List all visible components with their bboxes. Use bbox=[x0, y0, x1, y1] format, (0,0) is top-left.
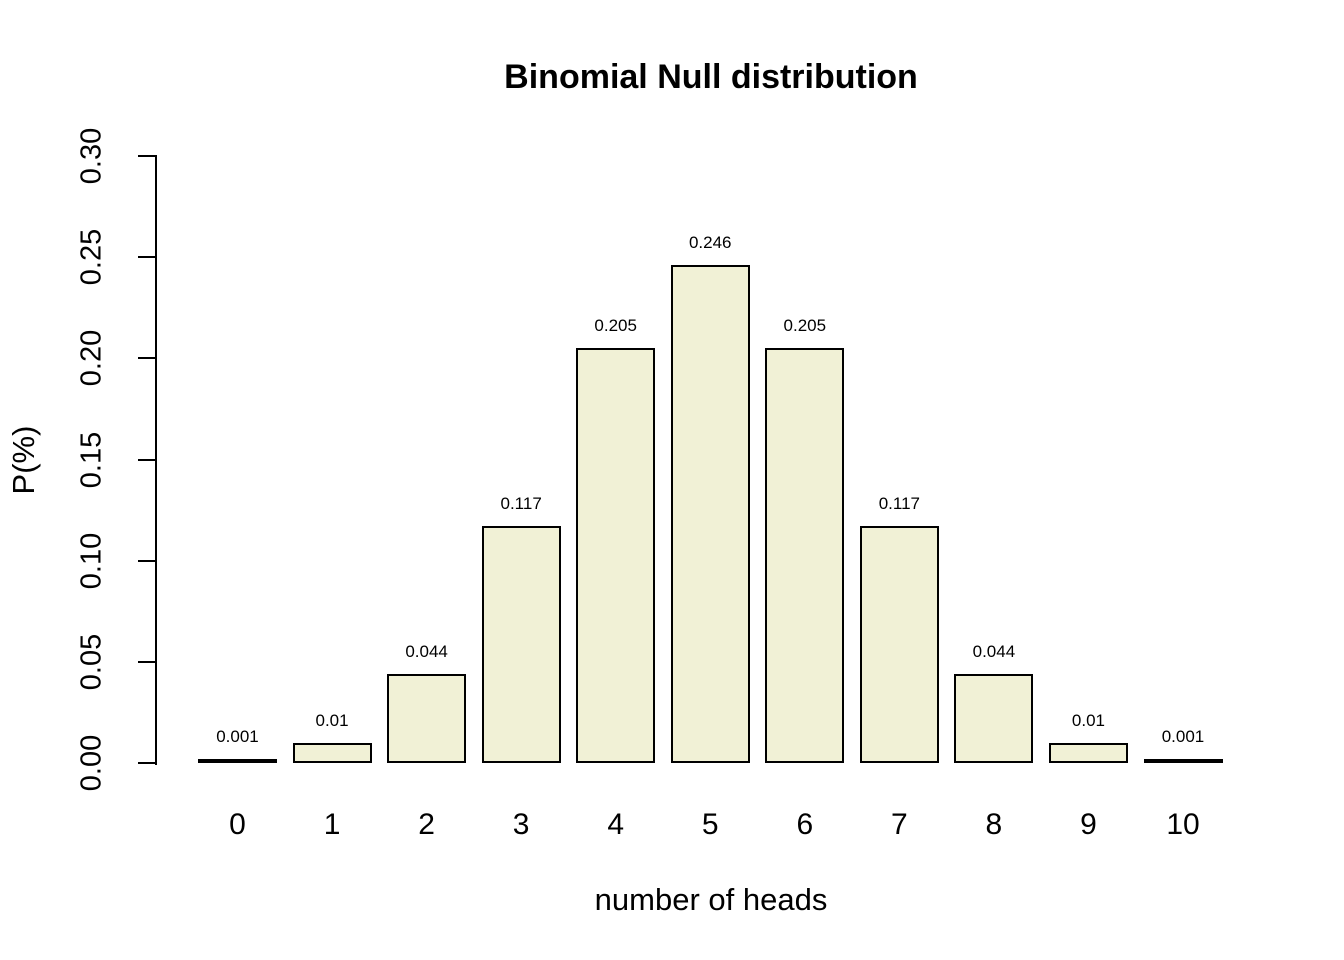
x-tick-label: 1 bbox=[323, 808, 341, 841]
bar bbox=[292, 742, 372, 763]
bar bbox=[765, 348, 845, 763]
y-tick-mark bbox=[138, 256, 157, 259]
bar bbox=[859, 526, 939, 763]
bar bbox=[387, 673, 467, 763]
y-tick-mark bbox=[138, 357, 157, 360]
bar bbox=[198, 759, 277, 763]
bar-value-label: 0.01 bbox=[1071, 710, 1105, 730]
x-axis-title: number of heads bbox=[594, 882, 828, 917]
x-tick-label: 2 bbox=[418, 808, 435, 841]
bar bbox=[1143, 759, 1223, 763]
bar-value-label: 0.001 bbox=[216, 727, 259, 746]
y-tick-label: 0.05 bbox=[75, 633, 108, 691]
x-tick-label: 10 bbox=[1166, 808, 1200, 841]
chart-title: Binomial Null distribution bbox=[504, 58, 918, 96]
x-tick-label: 7 bbox=[891, 808, 908, 841]
x-tick-label: 0 bbox=[229, 808, 246, 841]
bar bbox=[481, 526, 561, 763]
x-tick-label: 5 bbox=[701, 808, 719, 841]
bar-value-label: 0.205 bbox=[783, 316, 827, 336]
x-tick-label: 8 bbox=[985, 808, 1003, 841]
y-tick-label: 0.15 bbox=[75, 431, 108, 488]
x-tick-label: 9 bbox=[1080, 808, 1097, 841]
bar-value-label: 0.044 bbox=[972, 641, 1016, 661]
y-tick-label: 0.25 bbox=[75, 228, 108, 286]
y-tick-mark bbox=[138, 458, 157, 461]
y-tick-label: 0.30 bbox=[75, 127, 108, 185]
bar bbox=[1048, 742, 1128, 763]
bar-value-label: 0.246 bbox=[688, 233, 732, 253]
bar bbox=[954, 673, 1034, 763]
x-tick-label: 6 bbox=[796, 808, 814, 841]
bar-value-label: 0.001 bbox=[1161, 727, 1205, 746]
bar bbox=[670, 265, 750, 763]
y-tick-mark bbox=[138, 155, 157, 157]
x-tick-label: 3 bbox=[512, 808, 530, 841]
bar-value-label: 0.044 bbox=[405, 641, 448, 661]
y-tick-mark bbox=[138, 762, 157, 764]
x-tick-label: 4 bbox=[607, 808, 625, 841]
y-tick-label: 0.10 bbox=[75, 532, 108, 589]
y-axis-title: P(%) bbox=[6, 425, 41, 495]
y-tick-label: 0.00 bbox=[75, 734, 108, 792]
bar-value-label: 0.117 bbox=[500, 494, 542, 514]
y-tick-mark bbox=[138, 660, 157, 663]
y-tick-mark bbox=[138, 559, 157, 562]
bar-value-label: 0.01 bbox=[315, 710, 349, 730]
bar-value-label: 0.117 bbox=[878, 494, 920, 514]
bar bbox=[576, 348, 656, 763]
y-tick-label: 0.20 bbox=[75, 330, 108, 387]
bar-value-label: 0.205 bbox=[594, 316, 637, 336]
